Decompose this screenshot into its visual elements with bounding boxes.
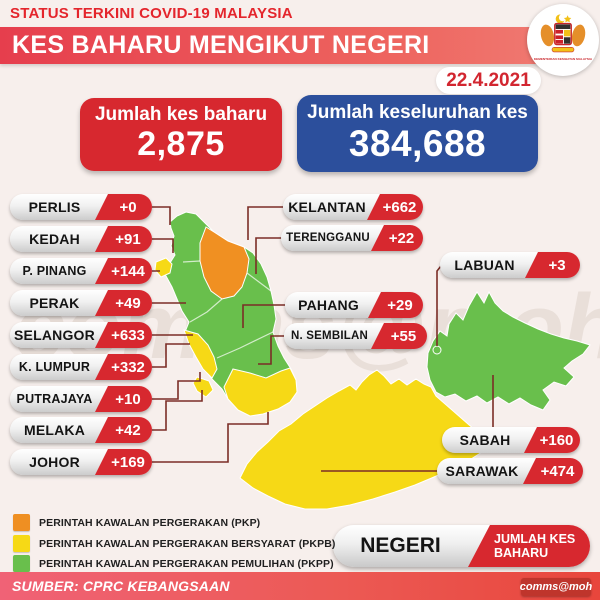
credit-badge: comms@moh (520, 578, 592, 596)
legend-item: PERINTAH KAWALAN PERGERAKAN PEMULIHAN (P… (13, 555, 334, 572)
labuan-dot (432, 345, 442, 355)
state-pill-perak: PERAK +49 (10, 290, 152, 316)
state-pill-sabah: SABAH +160 (442, 427, 580, 453)
state-new-cases-badge: +91 (95, 226, 152, 252)
state-name-label: PERAK (29, 295, 80, 311)
state-name-label: PERLIS (28, 199, 81, 215)
legend-color-swatch (13, 514, 30, 531)
kelantan-region (199, 226, 250, 300)
state-new-cases-badge: +29 (368, 292, 423, 318)
state-new-cases-badge: +662 (367, 194, 423, 220)
state-name-label: N. SEMBILAN (291, 330, 368, 342)
state-name-label: PAHANG (298, 297, 359, 313)
state-name-label: TERENGGANU (286, 232, 370, 244)
state-name-label: P. PINANG (22, 264, 87, 278)
state-name-label: KEDAH (29, 231, 80, 247)
state-new-cases-badge: +22 (371, 225, 423, 251)
johor-region (223, 367, 298, 417)
melaka-region (192, 376, 214, 398)
state-pill-kedah: KEDAH +91 (10, 226, 152, 252)
state-new-cases-badge: +332 (95, 354, 152, 380)
state-name-label: LABUAN (454, 257, 515, 273)
footer-bar: SUMBER: CPRC KEBANGSAAN (0, 572, 600, 600)
legend-item: PERINTAH KAWALAN PERGERAKAN BERSYARAT (P… (13, 535, 335, 552)
state-pill-johor: JOHOR +169 (10, 449, 152, 475)
malaysia-coat-of-arms-icon: KEMENTERIAN KESIHATAN MALAYSIA (534, 13, 593, 61)
connector-lines (152, 206, 494, 472)
title-banner: KES BAHARU MENGIKUT NEGERI (0, 27, 578, 64)
state-pill-sarawak: SARAWAK +474 (437, 458, 583, 484)
state-name-label: SELANGOR (14, 327, 95, 343)
total-cases-value: 384,688 (348, 122, 487, 164)
state-new-cases-badge: +0 (95, 194, 152, 220)
date-badge: 22.4.2021 (436, 67, 541, 94)
state-pill-melaka: MELAKA +42 (10, 417, 152, 443)
state-pill-terengganu: TERENGGANU +22 (281, 225, 423, 251)
state-new-cases-badge: +49 (95, 290, 152, 316)
state-pill-perlis: PERLIS +0 (10, 194, 152, 220)
pill-key-value-label: JUMLAH KES BAHARU (468, 525, 590, 567)
page-supertitle: STATUS TERKINI COVID-19 MALAYSIA (10, 5, 293, 22)
state-name-label: PUTRAJAYA (16, 392, 93, 406)
state-pill-kelantan: KELANTAN +662 (283, 194, 423, 220)
state-name-label: JOHOR (29, 454, 80, 470)
state-new-cases-badge: +169 (95, 449, 152, 475)
state-new-cases-badge: +160 (524, 427, 580, 453)
state-name-label: K. LUMPUR (18, 360, 91, 374)
state-new-cases-badge: +42 (95, 417, 152, 443)
new-cases-box: Jumlah kes baharu 2,875 (80, 98, 282, 171)
state-pill-n-sembilan: N. SEMBILAN +55 (284, 323, 427, 349)
logo-caption: KEMENTERIAN KESIHATAN MALAYSIA (534, 57, 593, 61)
state-borders (182, 260, 274, 359)
state-pill-selangor: SELANGOR +633 (10, 322, 152, 348)
sarawak-region (239, 369, 495, 510)
total-cases-label: Jumlah keseluruhan kes (307, 101, 528, 123)
selangor-region (183, 329, 218, 379)
state-name-label: KELANTAN (288, 199, 366, 215)
state-name-label: SARAWAK (445, 463, 519, 479)
state-pill-k-lumpur: K. LUMPUR +332 (10, 354, 152, 380)
new-cases-value: 2,875 (137, 125, 225, 164)
state-new-cases-badge: +10 (95, 386, 152, 412)
pill-key-state-label: NEGERI (360, 534, 441, 557)
state-name-label: SABAH (459, 432, 511, 448)
state-pill-labuan: LABUAN +3 (440, 252, 580, 278)
state-new-cases-badge: +55 (371, 323, 427, 349)
total-cases-box: Jumlah keseluruhan kes 384,688 (297, 95, 538, 172)
legend-label: PERINTAH KAWALAN PERGERAKAN (PKP) (39, 516, 261, 529)
state-pill-pahang: PAHANG +29 (285, 292, 423, 318)
legend-color-swatch (13, 535, 30, 552)
moh-logo: KEMENTERIAN KESIHATAN MALAYSIA (527, 4, 599, 76)
state-new-cases-badge: +633 (95, 322, 152, 348)
sabah-region (426, 290, 591, 411)
legend-label: PERINTAH KAWALAN PERGERAKAN PEMULIHAN (P… (39, 557, 334, 570)
page-title: KES BAHARU MENGIKUT NEGERI (12, 31, 430, 59)
source-text: SUMBER: CPRC KEBANGSAAN (12, 578, 230, 594)
legend-label: PERINTAH KAWALAN PERGERAKAN BERSYARAT (P… (39, 537, 336, 550)
state-pill-putrajaya: PUTRAJAYA +10 (10, 386, 152, 412)
state-new-cases-badge: +144 (95, 258, 152, 284)
state-name-label: MELAKA (23, 422, 86, 438)
state-pill-p-pinang: P. PINANG +144 (10, 258, 152, 284)
pill-key-sample: NEGERI JUMLAH KES BAHARU (333, 525, 590, 567)
state-new-cases-badge: +474 (523, 458, 583, 484)
new-cases-label: Jumlah kes baharu (94, 104, 268, 126)
state-new-cases-badge: +3 (525, 252, 580, 278)
legend-item: PERINTAH KAWALAN PERGERAKAN (PKP) (13, 514, 260, 531)
legend-color-swatch (13, 555, 30, 572)
penang-region (154, 257, 173, 278)
